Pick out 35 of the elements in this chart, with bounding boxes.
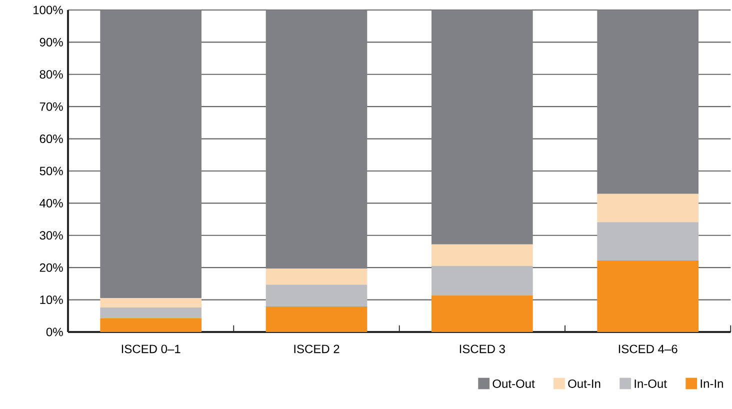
bar [100,308,202,318]
legend-label: Out-Out [492,379,535,388]
legend-label: In-Out [634,379,667,388]
bar [597,194,698,222]
bar [432,10,533,244]
legend-label: In-In [700,380,723,388]
x-tick-label: ISCED 2 [294,344,340,354]
bar [266,284,368,307]
bar [432,244,533,266]
bar [266,306,368,332]
y-tick-label: 10% [40,296,63,304]
bar [597,10,698,194]
legend-label: Out-In [568,379,600,388]
bar [597,260,698,332]
y-tick-label: 30% [40,231,63,240]
x-tick-label: ISCED 3 [460,344,505,354]
y-tick-label: 60% [40,134,63,144]
y-tick-label: 0% [46,328,63,336]
y-tick-label: 80% [40,70,63,79]
bar [266,268,368,285]
y-tick-label: 20% [40,263,63,272]
y-tick-label: 70% [40,102,63,111]
y-tick-label: 50% [40,166,63,176]
bar [597,222,698,261]
x-tick-label: ISCED 0–1 [122,344,180,354]
bar [100,298,202,308]
bar [100,318,202,332]
y-tick-label: 90% [40,38,63,46]
x-tick-label: ISCED 4–6 [618,344,678,354]
bar [432,266,533,296]
y-tick-label: 100% [34,6,63,14]
bar [432,295,533,332]
y-tick-label: 40% [40,198,63,208]
bar [266,10,368,269]
bar [100,10,202,298]
